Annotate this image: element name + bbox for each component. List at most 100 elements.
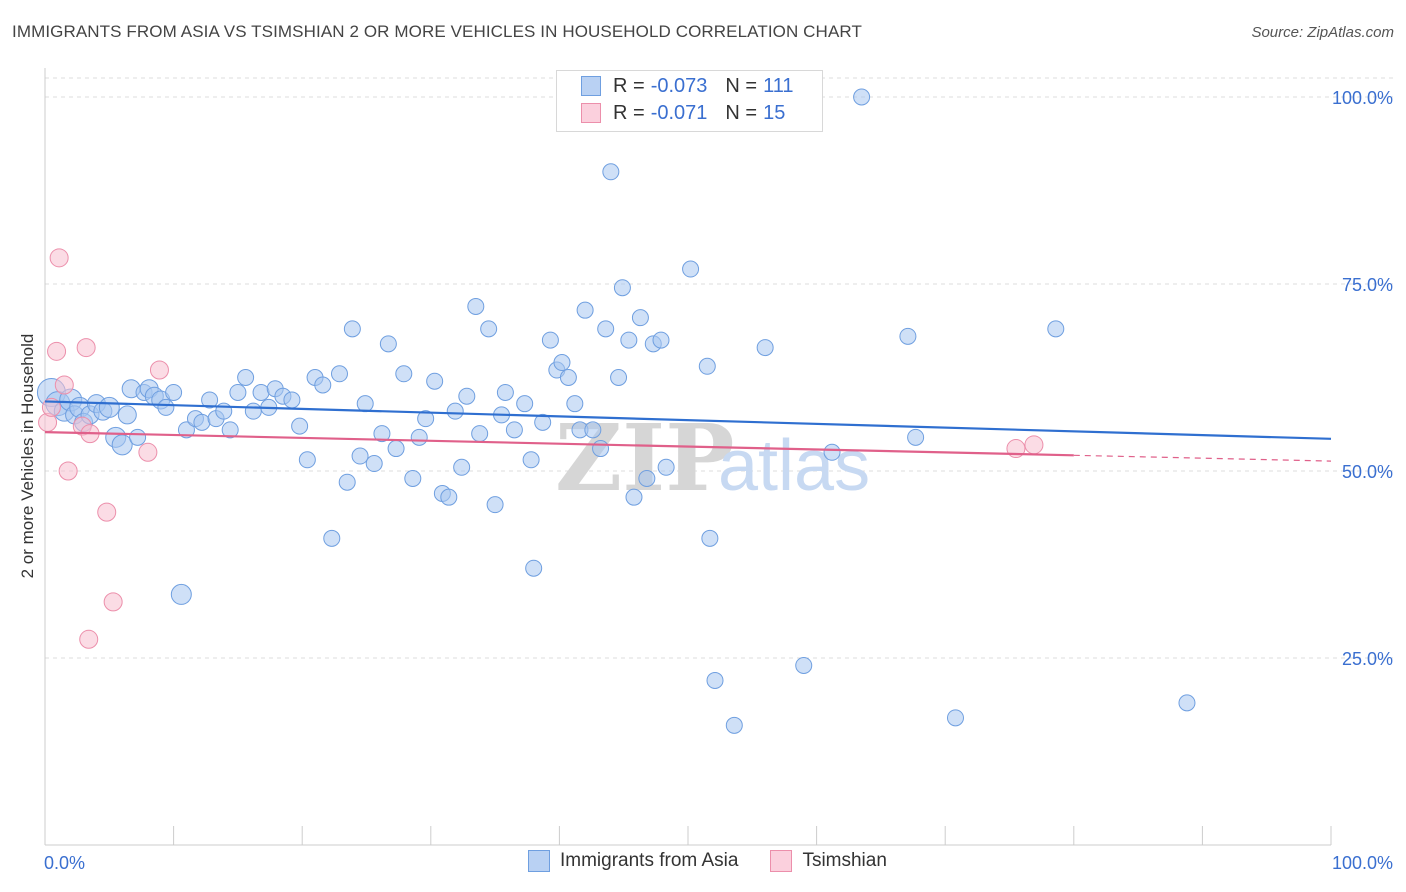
asia-point: [584, 421, 602, 439]
legend-label-tsimshian: Tsimshian: [802, 850, 887, 871]
asia-point: [602, 163, 620, 181]
asia-legend-swatch: [528, 850, 550, 872]
r-value: -0.071: [650, 101, 708, 124]
asia-point: [453, 458, 471, 476]
asia-point: [165, 383, 183, 401]
tsimshian-point: [138, 442, 158, 462]
asia-point: [467, 297, 485, 315]
asia-point: [725, 716, 743, 734]
asia-point: [98, 396, 120, 418]
asia-point: [597, 320, 615, 338]
asia-point: [177, 421, 195, 439]
asia-point: [379, 335, 397, 353]
asia-point: [907, 428, 925, 446]
asia-swatch: [581, 76, 601, 96]
asia-point: [314, 376, 332, 394]
asia-point: [229, 383, 247, 401]
tsimshian-point: [1024, 435, 1044, 455]
asia-point: [682, 260, 700, 278]
tsimshian-point: [58, 461, 78, 481]
y-tick-label: 25.0%: [1342, 649, 1393, 669]
tsimshian-point: [54, 375, 74, 395]
asia-point: [486, 496, 504, 514]
source-note: Source: ZipAtlas.com: [1251, 24, 1394, 41]
asia-point: [117, 405, 137, 425]
n-label: N =: [725, 74, 758, 97]
tsimshian-point: [49, 248, 69, 268]
r-label: R =: [613, 74, 645, 97]
y-tick-label: 50.0%: [1342, 462, 1393, 482]
asia-point: [440, 488, 458, 506]
asia-point: [553, 354, 571, 372]
asia-point: [505, 421, 523, 439]
asia-point: [157, 398, 175, 416]
tsimshian-trend-line: [44, 431, 1074, 457]
asia-point: [525, 559, 543, 577]
asia-point: [338, 473, 356, 491]
asia-point: [795, 656, 813, 674]
asia-point: [638, 469, 656, 487]
legend-series: Immigrants from Asia Tsimshian: [528, 850, 919, 872]
legend-stats-row-asia: R = -0.073 N = 111: [581, 74, 794, 98]
asia-point: [471, 425, 489, 443]
asia-point: [559, 369, 577, 386]
y-axis-label: 2 or more Vehicles in Household: [18, 334, 37, 579]
tsimshian-point: [103, 592, 123, 612]
asia-point: [756, 339, 774, 357]
asia-point: [698, 357, 716, 375]
asia-point: [657, 458, 675, 476]
y-tick-label: 100.0%: [1332, 88, 1393, 108]
legend-item-tsimshian[interactable]: Tsimshian: [770, 850, 887, 872]
tsimshian-trend-extension: [1073, 454, 1332, 462]
asia-point: [237, 369, 255, 386]
asia-point: [193, 413, 211, 431]
legend-item-asia[interactable]: Immigrants from Asia: [528, 850, 738, 872]
asia-point: [373, 425, 391, 443]
asia-point: [853, 88, 871, 106]
asia-point: [458, 387, 476, 405]
asia-point: [351, 447, 369, 465]
asia-point: [652, 331, 670, 349]
asia-point: [1047, 320, 1065, 338]
asia-point: [252, 383, 270, 401]
x-tick-label-min: 0.0%: [44, 853, 85, 873]
asia-point: [706, 671, 724, 689]
trend-layer: [44, 400, 1332, 462]
asia-point: [404, 469, 422, 487]
legend-stats: R = -0.073 N = 111 R = -0.071 N = 15: [556, 70, 823, 132]
r-label: R =: [613, 101, 645, 124]
asia-point: [946, 709, 964, 727]
asia-point: [446, 402, 464, 420]
chart-title: IMMIGRANTS FROM ASIA VS TSIMSHIAN 2 OR M…: [12, 22, 862, 41]
asia-point: [566, 395, 584, 413]
asia-point: [823, 443, 841, 461]
y-tick-label: 75.0%: [1342, 275, 1393, 295]
x-tick-label-max: 100.0%: [1332, 853, 1393, 873]
points-layer: [36, 88, 1196, 734]
asia-point: [283, 391, 301, 409]
legend-stats-row-tsimshian: R = -0.071 N = 15: [581, 101, 785, 125]
asia-point: [610, 369, 628, 386]
asia-point: [356, 395, 374, 413]
asia-point: [534, 413, 552, 431]
watermark-zip: ZIP: [555, 404, 734, 512]
asia-point: [592, 440, 610, 458]
asia-point: [613, 279, 631, 297]
tsimshian-swatch: [581, 103, 601, 123]
watermark: ZIP atlas: [555, 404, 870, 512]
asia-point: [516, 395, 534, 413]
asia-point: [541, 331, 559, 349]
asia-point: [330, 365, 348, 383]
asia-point: [620, 331, 638, 349]
asia-point: [410, 428, 428, 446]
asia-point: [365, 455, 383, 473]
asia-point: [522, 451, 540, 469]
asia-point: [129, 428, 147, 446]
asia-point: [417, 410, 435, 428]
tsimshian-point: [149, 360, 169, 380]
asia-point: [496, 383, 514, 401]
asia-point: [343, 320, 361, 338]
n-value: 111: [763, 74, 794, 97]
asia-point: [387, 440, 405, 458]
asia-point: [291, 417, 309, 435]
